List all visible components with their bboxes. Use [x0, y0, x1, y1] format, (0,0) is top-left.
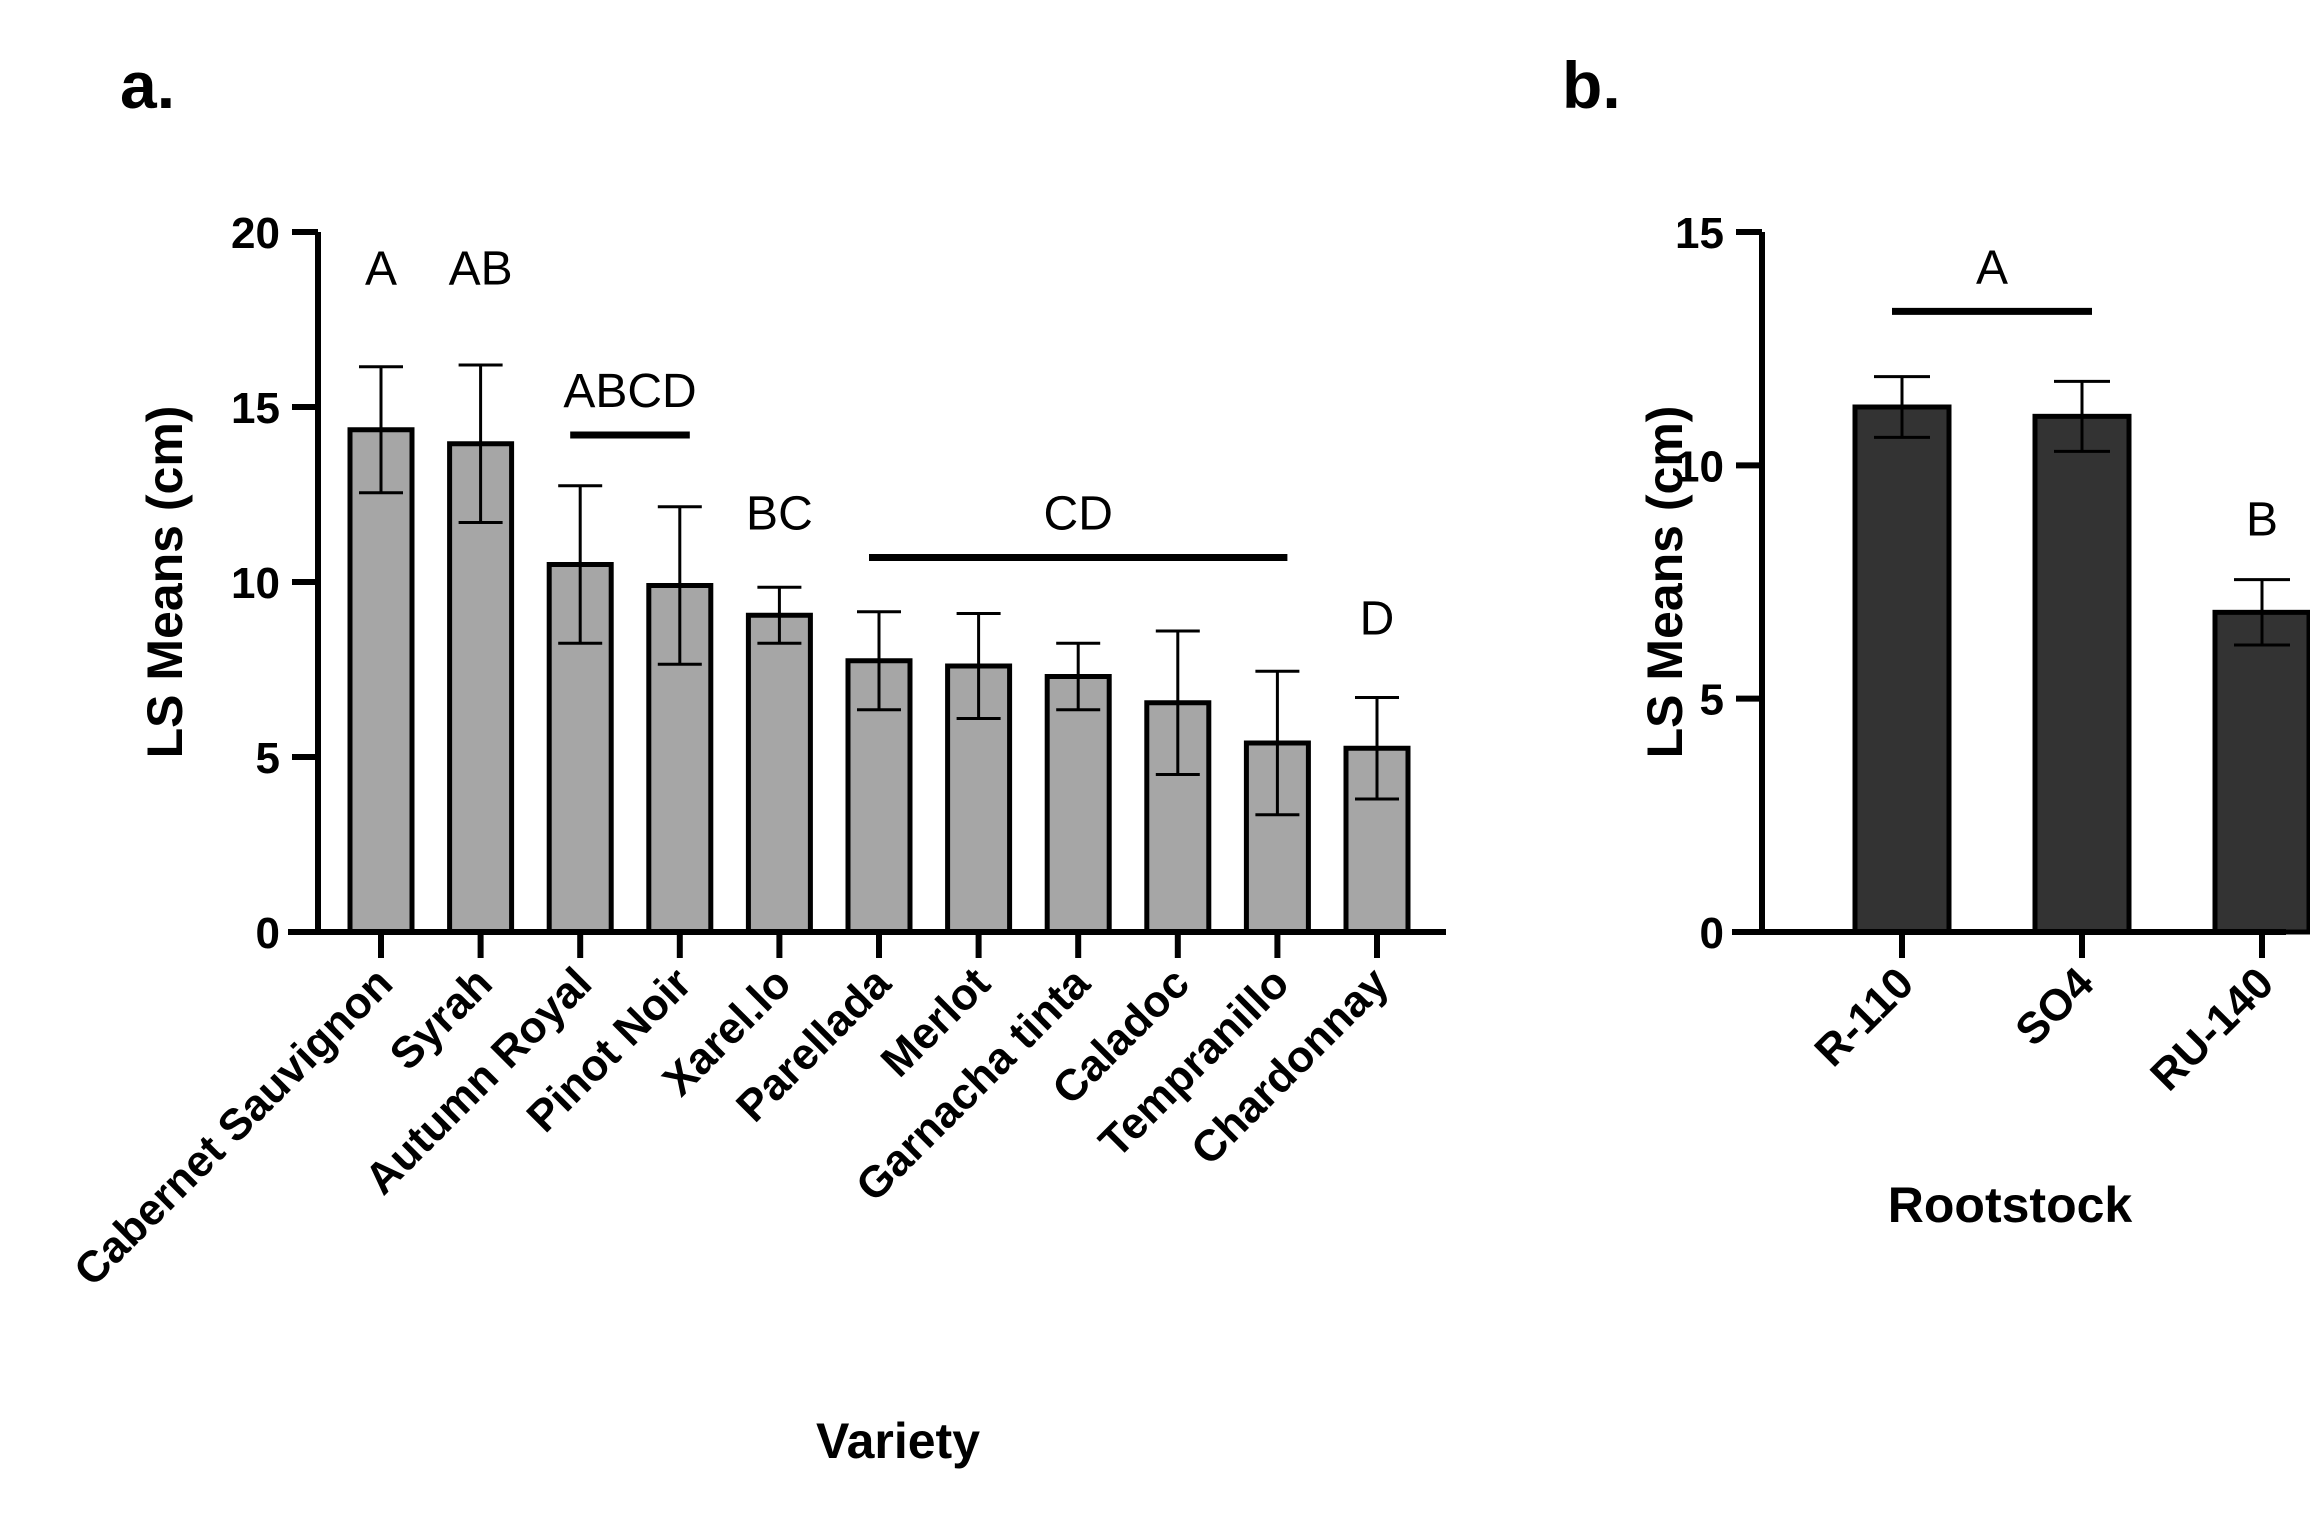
- a-y-tick-label-2: 10: [231, 559, 280, 608]
- a-group-label-4: CD: [1044, 488, 1113, 541]
- a-group-label-1: AB: [449, 243, 513, 296]
- b-y-tick-label-0: 0: [1700, 909, 1724, 958]
- b-y-tick-label-1: 5: [1700, 676, 1724, 725]
- b-bar-2: [2212, 609, 2310, 935]
- panel-b-y-axis-title: LS Means (cm): [1637, 406, 1693, 759]
- b-y-tick-label-2: 10: [1675, 442, 1724, 491]
- panel-a-label: a.: [120, 48, 175, 122]
- b-group-label-1: B: [2246, 493, 2278, 546]
- b-y-tick-label-3: 15: [1675, 209, 1724, 258]
- a-y-tick-label-4: 20: [231, 209, 280, 258]
- b-category-label-0: R-110: [1805, 958, 1923, 1076]
- panel-a-x-axis-title: Variety: [816, 1413, 980, 1469]
- a-category-label-0: Cabernet Sauvignon: [65, 958, 402, 1295]
- b-category-label-2: RU-140: [2141, 958, 2283, 1100]
- a-y-tick-label-0: 0: [256, 909, 280, 958]
- b-bar-1: [2032, 413, 2132, 935]
- panel-b-marks: 0 5 10 15 R-110 SO4 RU-140 A B: [1675, 209, 2310, 1100]
- panel-a-y-axis-title: LS Means (cm): [137, 406, 193, 759]
- a-group-label-0: A: [365, 243, 397, 296]
- panel-b-label: b.: [1562, 48, 1621, 122]
- a-bar-7: [1044, 674, 1112, 935]
- a-y-tick-label-3: 15: [231, 384, 280, 433]
- b-bar-0: [1852, 404, 1952, 935]
- a-group-label-3: BC: [746, 488, 813, 541]
- a-bar-0: [347, 427, 415, 935]
- b-group-label-0: A: [1976, 241, 2008, 294]
- a-group-label-5: D: [1360, 593, 1395, 646]
- a-bar-4: [745, 612, 813, 935]
- a-group-label-2: ABCD: [563, 365, 696, 418]
- a-y-tick-label-1: 5: [256, 734, 280, 783]
- b-category-label-1: SO4: [2006, 958, 2103, 1055]
- panel-b-x-axis-title: Rootstock: [1888, 1177, 2133, 1233]
